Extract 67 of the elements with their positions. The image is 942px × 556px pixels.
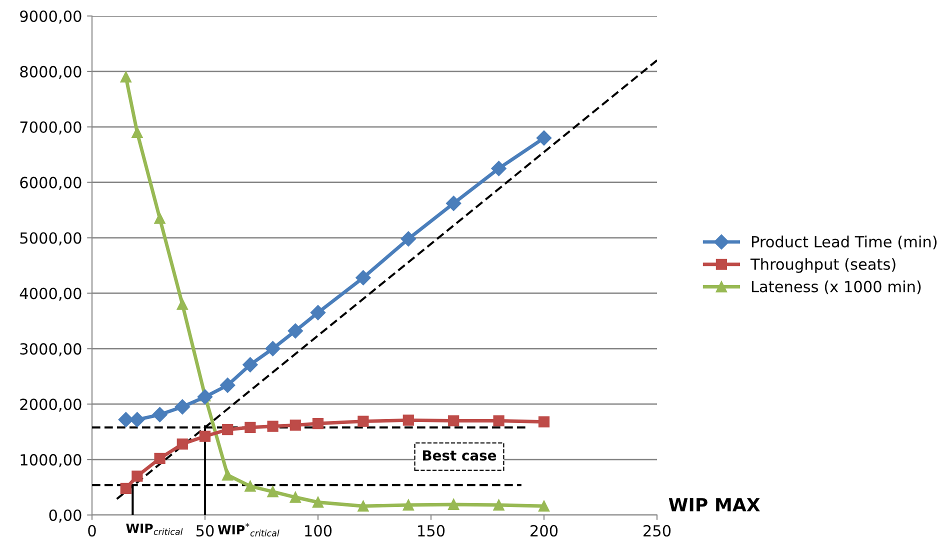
point [400, 231, 416, 246]
legend-label: Lateness (x 1000 min) [752, 280, 921, 294]
point [242, 357, 258, 372]
point [176, 298, 188, 310]
point [288, 323, 303, 338]
point [244, 422, 256, 433]
point [402, 499, 414, 511]
point [493, 415, 504, 426]
y-tick-label: 3000,00 [20, 343, 82, 356]
point [120, 482, 132, 494]
point [290, 492, 301, 503]
x-tick-label: 200 [530, 524, 558, 537]
x-tick-label: 250 [644, 524, 671, 537]
annotation: WIP$_{critical}$ [126, 524, 183, 535]
y-tick-label: 7000,00 [20, 121, 82, 134]
x-axis-title: WIP MAX [668, 498, 760, 512]
point [402, 414, 414, 426]
y-tick-label: 2000,00 [20, 398, 82, 412]
point [493, 499, 504, 511]
point [446, 196, 462, 211]
point [244, 480, 256, 492]
point [222, 424, 234, 436]
x-tick-label: 150 [418, 524, 445, 537]
point [197, 389, 213, 404]
point [199, 430, 211, 442]
legend-label: Throughput (seats) [750, 258, 896, 273]
point [132, 470, 143, 482]
y-tick-label: 9000,00 [20, 10, 82, 24]
point [312, 418, 324, 430]
annotation: Best case [423, 450, 496, 461]
point [358, 416, 369, 427]
point [491, 160, 506, 176]
point [310, 305, 326, 320]
point [290, 420, 301, 431]
point [222, 470, 234, 481]
y-tick-label: 0,00 [49, 509, 82, 523]
y-tick-label: 8000,00 [20, 66, 82, 80]
point [130, 412, 145, 428]
annotation: WIP$^{*}$$_{critical}$ [218, 522, 280, 536]
point [448, 415, 460, 426]
point [358, 500, 369, 512]
x-tick-label: 50 [196, 524, 214, 537]
x-tick-label: 100 [305, 524, 332, 537]
point [220, 378, 236, 393]
point [267, 420, 278, 432]
point [312, 496, 324, 508]
point [448, 498, 460, 510]
point [154, 452, 166, 464]
y-tick-label: 1000,00 [20, 454, 82, 468]
point [174, 399, 190, 414]
point [536, 130, 552, 146]
x-tick-label: 0 [88, 524, 96, 537]
point [176, 438, 188, 450]
point [538, 416, 550, 428]
point [118, 412, 134, 428]
point [132, 126, 143, 138]
point [154, 212, 166, 224]
point [538, 500, 550, 512]
y-tick-label: 6000,00 [20, 176, 82, 190]
y-tick-label: 5000,00 [20, 232, 82, 246]
point [267, 486, 278, 498]
legend-label: Product Lead Time (min) [752, 236, 937, 250]
point [265, 341, 280, 356]
point [120, 71, 132, 83]
point [152, 407, 168, 422]
y-tick-label: 4000,00 [20, 288, 82, 301]
point [356, 270, 371, 286]
